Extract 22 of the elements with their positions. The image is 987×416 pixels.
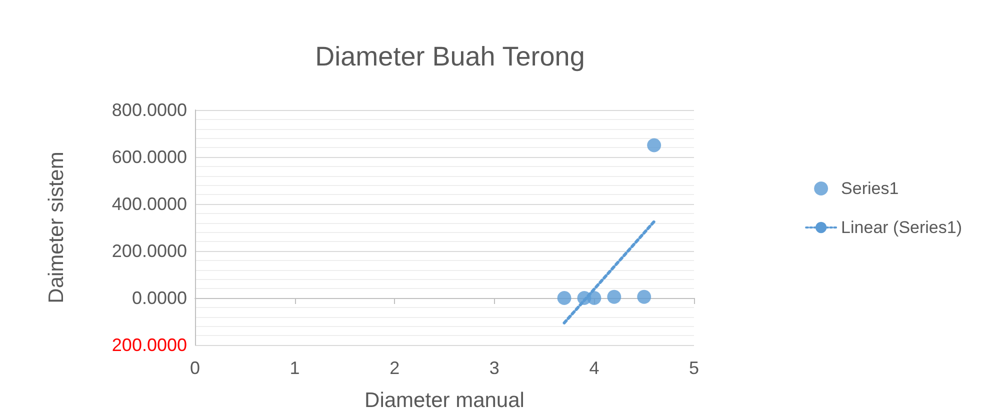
point bbox=[607, 290, 622, 304]
y-tick-label: 0.0000 bbox=[132, 288, 187, 308]
y-axis-title: Daimeter sistem bbox=[45, 152, 68, 304]
chart-title: Diameter Buah Terong bbox=[315, 42, 585, 72]
y-tick-label: 400.0000 bbox=[112, 194, 187, 214]
legend-label: Series1 bbox=[841, 179, 899, 198]
x-tick-label: 3 bbox=[489, 358, 500, 378]
point bbox=[557, 291, 572, 305]
x-tick-label: 5 bbox=[688, 358, 700, 378]
point bbox=[647, 138, 662, 152]
x-tick-label: 2 bbox=[390, 358, 400, 378]
legend-label: Linear (Series1) bbox=[841, 218, 962, 237]
y-tick-label: 600.0000 bbox=[112, 147, 187, 167]
y-tick-label: 200.0000 bbox=[112, 241, 187, 261]
x-tick-label: 1 bbox=[290, 358, 300, 378]
y-tick-label: 200.0000 bbox=[112, 335, 187, 355]
x-axis-title: Diameter manual bbox=[364, 389, 524, 412]
x-tick-label: 0 bbox=[190, 358, 200, 378]
x-tick-label: 4 bbox=[589, 358, 600, 378]
y-tick-label: 800.0000 bbox=[112, 100, 187, 120]
point bbox=[587, 291, 602, 305]
point bbox=[637, 290, 652, 304]
